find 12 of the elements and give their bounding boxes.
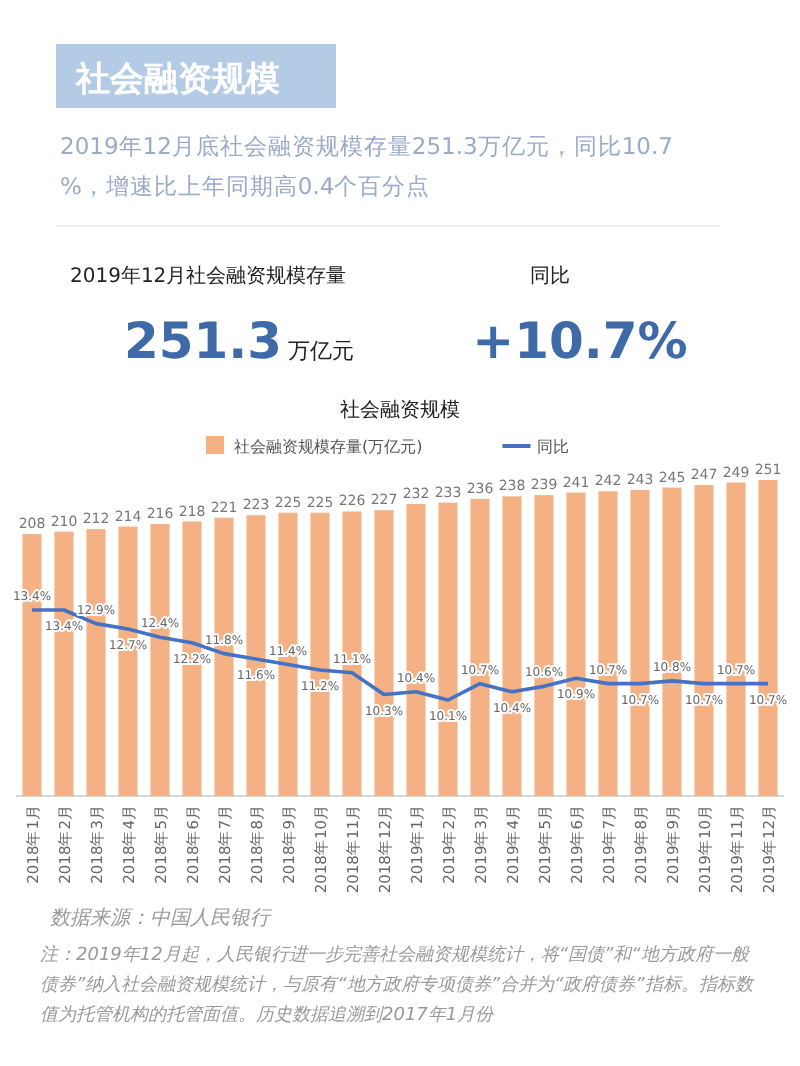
source-note: 数据来源：中国人民银行	[50, 906, 272, 930]
legend-label: 社会融资规模存量(万亿元)	[234, 438, 423, 456]
text: 251.3	[124, 312, 283, 370]
text: 2019年12月社会融资规模存量	[70, 264, 347, 288]
text: 万亿元	[288, 338, 355, 364]
text: 注：2019年12月起，人民银行进一步完善社会融资规模统计，将“国债”和“地方政府一般债券”纳入社会融资规模统计，与原有“地方政府专项债券”合并为“政府债券”指标。指标数值为托管机构的托管面值。历史数据追溯到2017年1月份	[40, 944, 755, 1026]
text: 2019年12月底社会融资规模存量251.3万亿元，同比10.7%，增速比上年同期高0.4个百分点	[60, 132, 673, 200]
text: +10.7%	[472, 312, 688, 370]
legend-label: 同比	[536, 438, 569, 456]
chart-title: 社会融资规模	[340, 398, 460, 422]
text: 社会融资规模	[74, 60, 280, 100]
text: 同比	[530, 264, 570, 288]
